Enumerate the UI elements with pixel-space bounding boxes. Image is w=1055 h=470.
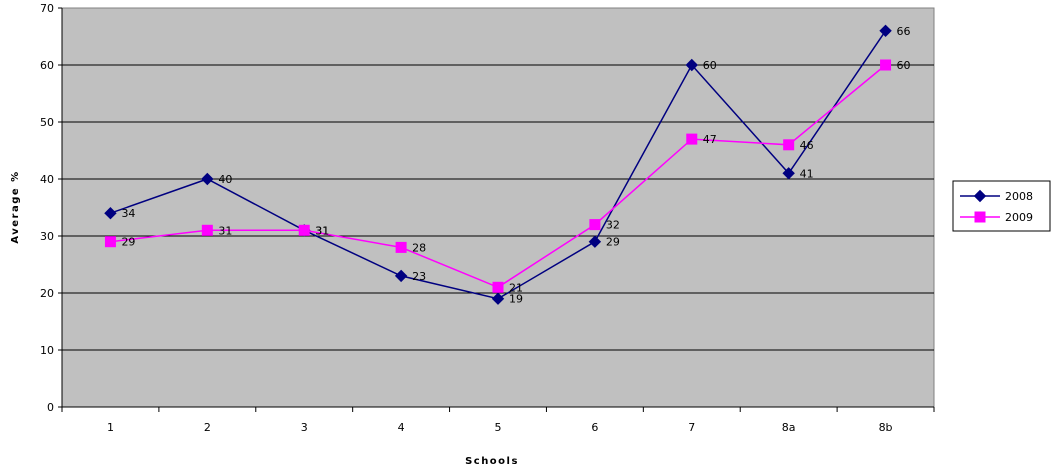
x-tick-label: 7 bbox=[688, 421, 695, 434]
marker-2008 bbox=[879, 24, 892, 38]
marker-2009 bbox=[104, 236, 116, 248]
data-label: 34 bbox=[121, 207, 135, 220]
x-tick-label: 6 bbox=[591, 421, 598, 434]
marker-2008 bbox=[394, 269, 408, 283]
legend-label-2008: 2008 bbox=[1005, 190, 1033, 203]
data-label: 19 bbox=[509, 293, 523, 306]
series-2008: 34 40 31 23 19 29 60 41 66 bbox=[104, 24, 911, 306]
y-tick-label: 70 bbox=[40, 2, 54, 15]
x-tick-label: 8a bbox=[782, 421, 796, 434]
marker-2009 bbox=[880, 59, 892, 71]
marker-2009 bbox=[298, 224, 310, 236]
y-axis-title: Average % bbox=[10, 170, 21, 243]
x-tick-label: 4 bbox=[398, 421, 405, 434]
marker-2008 bbox=[201, 172, 214, 186]
plot-area bbox=[61, 7, 935, 408]
x-tick-label: 5 bbox=[495, 421, 502, 434]
x-tick-label: 8b bbox=[879, 421, 893, 434]
data-label: 60 bbox=[703, 59, 717, 72]
marker-2009 bbox=[686, 133, 698, 145]
marker-2009 bbox=[201, 224, 213, 236]
marker-2008 bbox=[973, 189, 987, 203]
series-2009: 29 31 31 28 21 32 47 46 60 bbox=[104, 59, 911, 294]
data-label: 41 bbox=[800, 167, 814, 180]
data-label: 28 bbox=[412, 241, 426, 254]
x-tick-label: 2 bbox=[204, 421, 211, 434]
y-tick-label: 50 bbox=[40, 116, 54, 129]
marker-2008 bbox=[588, 235, 602, 248]
data-label: 40 bbox=[218, 173, 232, 186]
data-label: 60 bbox=[897, 59, 911, 72]
data-label: 31 bbox=[315, 224, 329, 237]
x-axis-title: Schools bbox=[465, 456, 519, 467]
x-tick-label: 1 bbox=[107, 421, 114, 434]
data-label: 47 bbox=[703, 133, 717, 146]
marker-2008 bbox=[104, 206, 117, 220]
y-tick-label: 30 bbox=[40, 230, 54, 243]
legend-label-2009: 2009 bbox=[1005, 211, 1033, 224]
y-tick-label: 20 bbox=[40, 287, 54, 300]
data-label: 46 bbox=[800, 139, 814, 152]
marker-2009 bbox=[395, 241, 407, 253]
data-label: 66 bbox=[897, 25, 911, 38]
x-tick-label: 3 bbox=[301, 421, 308, 434]
data-label: 29 bbox=[121, 236, 135, 249]
marker-2008 bbox=[685, 58, 698, 72]
marker-2009 bbox=[492, 281, 504, 293]
data-label: 21 bbox=[509, 281, 523, 294]
y-tick-label: 0 bbox=[47, 401, 54, 414]
marker-2009 bbox=[589, 219, 601, 231]
y-tick-label: 40 bbox=[40, 173, 54, 186]
data-label: 32 bbox=[606, 219, 620, 232]
data-label: 31 bbox=[218, 224, 232, 237]
marker-2008 bbox=[491, 292, 505, 305]
y-tick-label: 10 bbox=[40, 344, 54, 357]
legend: 2008 2009 bbox=[952, 180, 1051, 232]
data-label: 29 bbox=[606, 236, 620, 249]
legend-box bbox=[952, 180, 1051, 232]
y-tick-label: 60 bbox=[40, 59, 54, 72]
marker-2009 bbox=[974, 211, 986, 223]
data-label: 23 bbox=[412, 270, 426, 283]
marker-2009 bbox=[783, 139, 795, 151]
marker-2008 bbox=[782, 167, 795, 180]
